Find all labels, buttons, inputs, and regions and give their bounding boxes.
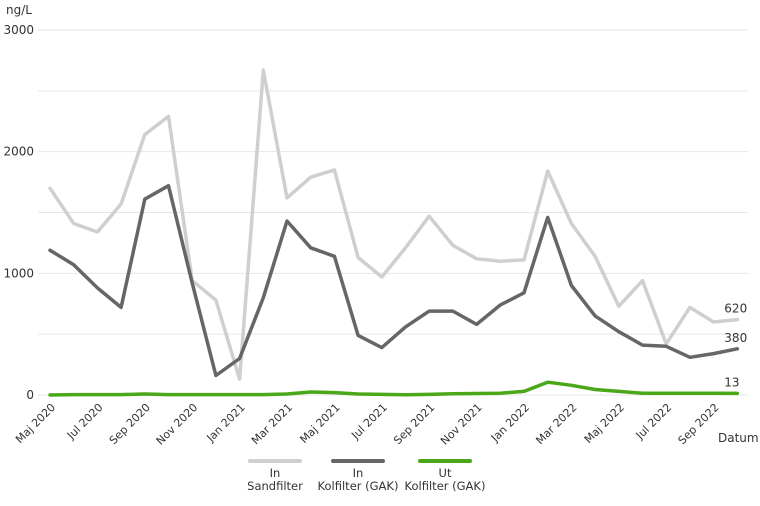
- x-tick-label: Sep 2021: [391, 401, 437, 447]
- series-line-0: [48, 68, 740, 381]
- x-tick-label: Jul 2021: [348, 401, 390, 443]
- x-tick-label: Nov 2020: [154, 401, 201, 448]
- x-tick-label: Jan 2022: [488, 401, 532, 445]
- x-tick-label: Mar 2021: [249, 401, 295, 447]
- x-tick-label: Jan 2021: [204, 401, 248, 445]
- x-tick-label: Jul 2020: [64, 401, 106, 443]
- y-axis-label: ng/L: [6, 3, 32, 17]
- x-tick-label: Sep 2022: [676, 401, 722, 447]
- end-value-labels: 620 380 13: [724, 302, 747, 390]
- y-tick-label: 0: [26, 388, 34, 402]
- legend: In Sandfilter In Kolfilter (GAK)Ut Kolfilter…: [247, 459, 486, 493]
- x-tick-label: Jul 2022: [633, 401, 675, 443]
- x-tick-label: Maj 2021: [297, 401, 342, 446]
- x-tick-label: Sep 2020: [107, 401, 153, 447]
- end-value-label: 380: [724, 331, 747, 345]
- gridlines: [38, 29, 748, 396]
- x-tick-label: Maj 2022: [582, 401, 627, 446]
- x-tick-label: Mar 2022: [533, 401, 579, 447]
- series-line-2: [48, 380, 740, 397]
- legend-label: In Kolfilter (GAK): [318, 466, 399, 493]
- legend-label: In Sandfilter: [247, 466, 303, 493]
- series-line-1: [48, 183, 740, 378]
- x-tick-label: Maj 2020: [13, 401, 58, 446]
- y-tick-label: 1000: [3, 266, 34, 280]
- y-axis-ticks: 0 1000 2000 3000: [3, 23, 34, 402]
- legend-label: Ut Kolfilter (GAK): [405, 466, 486, 493]
- x-axis-ticks: Maj 2020 Jul 2020 Sep 2020 Nov 2020 Jan 2021…: [13, 401, 722, 448]
- x-axis-label: Datum: [718, 431, 759, 445]
- end-value-label: 13: [724, 375, 739, 389]
- series-lines: [48, 68, 740, 397]
- y-tick-label: 3000: [3, 23, 34, 37]
- y-tick-label: 2000: [3, 145, 34, 159]
- end-value-label: 620: [724, 302, 747, 316]
- x-tick-label: Nov 2021: [438, 401, 485, 448]
